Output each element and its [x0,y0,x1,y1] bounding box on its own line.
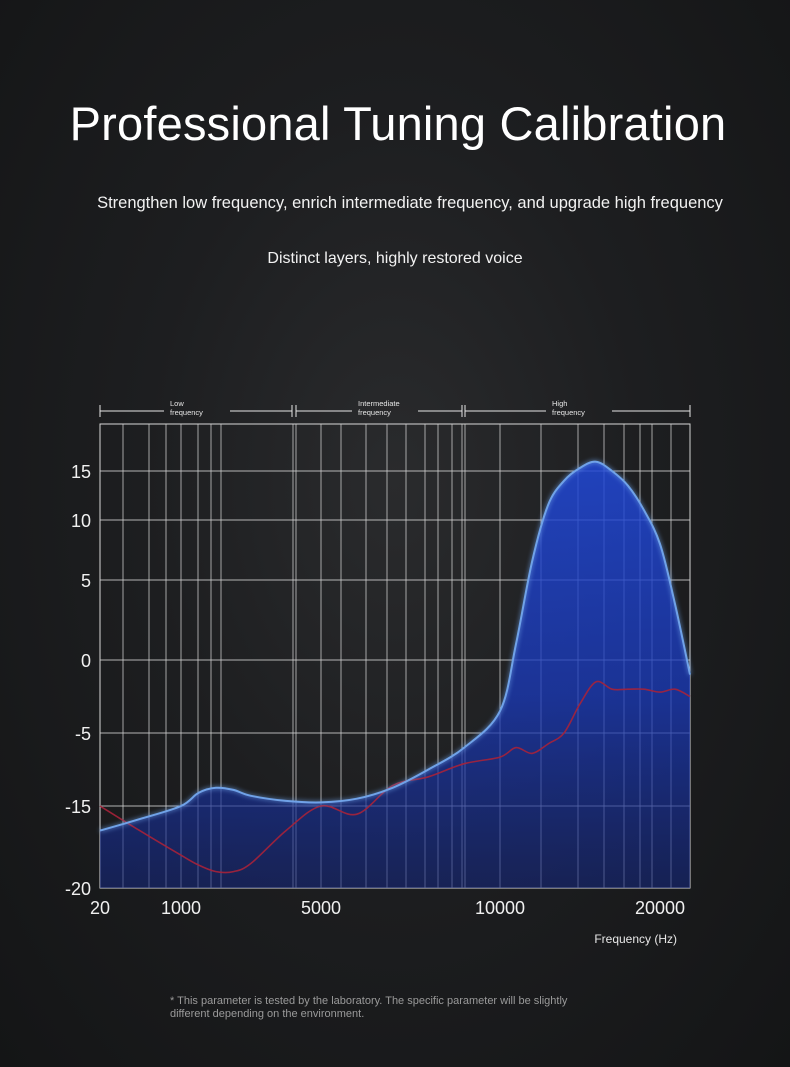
y-tick-label: 15 [71,462,91,482]
band-label: frequency [358,408,391,417]
subtitle: Strengthen low frequency, enrich interme… [97,194,723,212]
footnote-line-2: different depending on the environment. [170,1008,365,1020]
y-tick-label: -15 [65,797,91,817]
band-label: Intermediate [358,399,400,408]
x-tick-label: 1000 [161,898,201,918]
y-tick-label: 10 [71,511,91,531]
frequency-bands: LowfrequencyIntermediatefrequencyHighfre… [99,399,691,417]
page-title: Professional Tuning Calibration [69,97,727,150]
frequency-response-chart: LowfrequencyIntermediatefrequencyHighfre… [65,399,691,946]
band-label: High [552,399,567,408]
x-axis-ticks: 20 1000 5000 10000 20000 [90,898,685,918]
series-line-red [99,680,691,874]
x-tick-label: 20000 [635,898,685,918]
subtitle-secondary: Distinct layers, highly restored voice [267,250,523,267]
y-axis-ticks: 15 10 5 0 -5 -15 -20 [65,462,91,899]
band-label: Low [170,399,184,408]
y-tick-label: -20 [65,879,91,899]
band-label: frequency [170,408,203,417]
x-tick-label: 10000 [475,898,525,918]
y-tick-label: -5 [75,724,91,744]
chart-areas [99,460,691,888]
x-tick-label: 20 [90,898,110,918]
y-tick-label: 0 [81,651,91,671]
band-label: frequency [552,408,585,417]
y-tick-label: 5 [81,571,91,591]
series-line-blue [99,460,691,832]
x-tick-label: 5000 [301,898,341,918]
footnote-line-1: * This parameter is tested by the labora… [170,995,568,1007]
x-axis-label: Frequency (Hz) [594,932,677,946]
footnote: * This parameter is tested by the labora… [170,995,670,1021]
series-area-fill [100,461,690,888]
